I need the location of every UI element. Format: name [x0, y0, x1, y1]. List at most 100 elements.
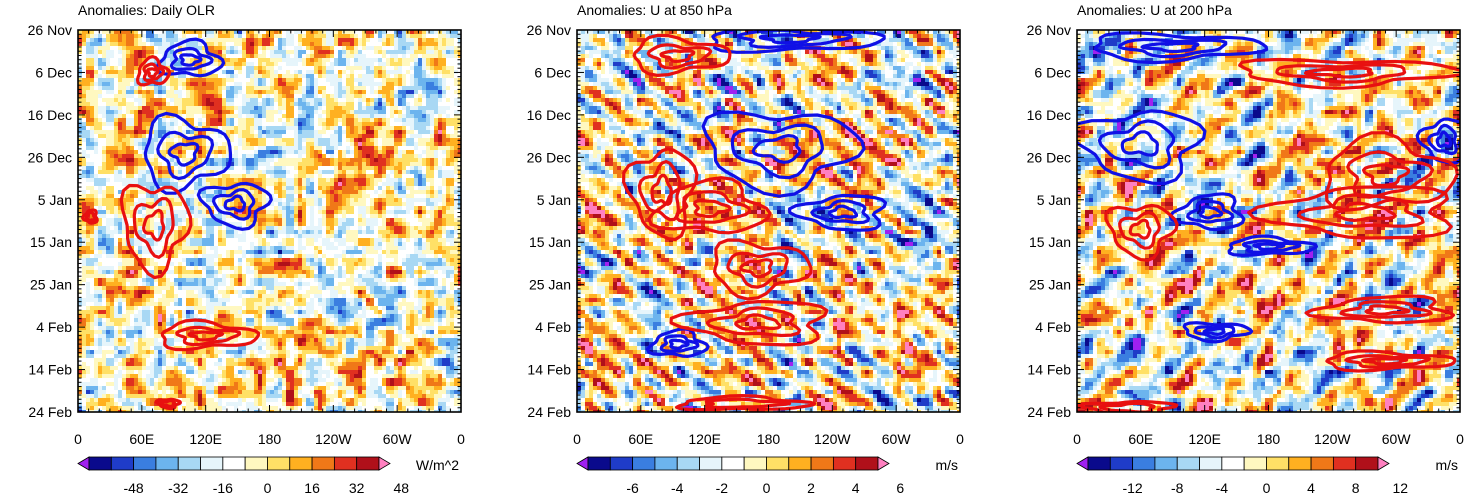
y-tick-label: 26 Nov: [1027, 22, 1071, 38]
y-tick-label: 24 Feb: [527, 404, 571, 420]
colorbar-box: [156, 457, 178, 470]
colorbar-box: [766, 457, 788, 470]
colorbar-box: [1289, 457, 1311, 470]
colorbar-box: [312, 457, 334, 470]
colorbar-label: -6: [626, 480, 639, 496]
panel-title: Anomalies: Daily OLR: [78, 2, 215, 18]
colorbar-box: [1244, 457, 1266, 470]
colorbar-box: [111, 457, 133, 470]
colorbar-box: [588, 457, 610, 470]
colorbar-box: [744, 457, 766, 470]
colorbar-label: -4: [1216, 480, 1229, 496]
colorbar-box: [290, 457, 312, 470]
y-tick-label: 26 Dec: [28, 149, 72, 165]
colorbar-box: [610, 457, 632, 470]
colorbar-box: [833, 457, 855, 470]
x-tick-label: 120E: [688, 431, 721, 447]
x-tick-label: 180: [258, 431, 282, 447]
colorbar-label: 0: [1263, 480, 1271, 496]
colorbar-box: [1110, 457, 1132, 470]
colorbar-box: [789, 457, 811, 470]
x-tick-label: 60E: [129, 431, 154, 447]
y-tick-label: 26 Nov: [527, 22, 571, 38]
y-tick-label: 15 Jan: [529, 234, 571, 250]
colorbar-box: [1133, 457, 1155, 470]
colorbar-label: -32: [168, 480, 188, 496]
colorbar-box: [1333, 457, 1355, 470]
colorbar-label: -12: [1122, 480, 1142, 496]
colorbar-units: m/s: [935, 457, 958, 473]
y-tick-label: 14 Feb: [28, 362, 72, 378]
y-tick-label: 6 Dec: [1034, 64, 1071, 80]
x-tick-label: 0: [457, 431, 465, 447]
colorbar-box: [655, 457, 677, 470]
colorbar-label: 48: [394, 480, 410, 496]
colorbar-box: [1088, 457, 1110, 470]
y-tick-label: 26 Dec: [1027, 149, 1071, 165]
colorbar-box: [856, 457, 878, 470]
colorbar-box: [1177, 457, 1199, 470]
colorbar-max-triangle: [1378, 457, 1389, 470]
colorbar-label: -16: [213, 480, 233, 496]
y-tick-label: 25 Jan: [529, 277, 571, 293]
y-tick-label: 16 Dec: [28, 107, 72, 123]
panel-title: Anomalies: U at 200 hPa: [1077, 2, 1232, 18]
shaded-anomaly-field: [577, 30, 962, 415]
colorbar-box: [633, 457, 655, 470]
x-tick-label: 60E: [628, 431, 653, 447]
y-tick-label: 5 Jan: [1037, 192, 1071, 208]
colorbar-box: [1266, 457, 1288, 470]
y-tick-label: 4 Feb: [1035, 319, 1071, 335]
y-tick-label: 24 Feb: [1027, 404, 1071, 420]
colorbar-box: [1356, 457, 1378, 470]
y-tick-label: 25 Jan: [30, 277, 72, 293]
x-tick-label: 180: [1257, 431, 1281, 447]
colorbar-min-triangle: [1077, 457, 1088, 470]
x-tick-label: 180: [757, 431, 781, 447]
x-tick-label: 120W: [814, 431, 851, 447]
x-tick-label: 60W: [882, 431, 912, 447]
colorbar-box: [1155, 457, 1177, 470]
colorbar-label: 0: [264, 480, 272, 496]
colorbar-box: [201, 457, 223, 470]
colorbar-label: 12: [1393, 480, 1409, 496]
colorbar-box: [700, 457, 722, 470]
colorbar-box: [357, 457, 379, 470]
colorbar-box: [677, 457, 699, 470]
colorbar-min-triangle: [577, 457, 588, 470]
y-tick-label: 26 Dec: [527, 149, 571, 165]
colorbar-box: [1311, 457, 1333, 470]
y-tick-label: 15 Jan: [1029, 234, 1071, 250]
colorbar-box: [178, 457, 200, 470]
y-tick-label: 6 Dec: [35, 64, 72, 80]
y-tick-label: 6 Dec: [534, 64, 571, 80]
colorbar-box: [134, 457, 156, 470]
colorbar-units: m/s: [1435, 457, 1458, 473]
colorbar-label: 4: [1307, 480, 1315, 496]
colorbar-box: [1200, 457, 1222, 470]
colorbar-label: 16: [304, 480, 320, 496]
y-tick-label: 5 Jan: [38, 192, 72, 208]
x-tick-label: 0: [1456, 431, 1464, 447]
colorbar-box: [223, 457, 245, 470]
y-tick-label: 4 Feb: [535, 319, 571, 335]
colorbar-box: [811, 457, 833, 470]
y-tick-label: 4 Feb: [36, 319, 72, 335]
colorbar-label: -48: [123, 480, 143, 496]
x-tick-label: 120W: [1314, 431, 1351, 447]
x-tick-label: 120E: [189, 431, 222, 447]
colorbar-box: [267, 457, 289, 470]
colorbar-units: W/m^2: [416, 457, 459, 473]
colorbar-max-triangle: [878, 457, 889, 470]
y-tick-label: 14 Feb: [527, 362, 571, 378]
x-tick-label: 60E: [1128, 431, 1153, 447]
y-tick-label: 16 Dec: [527, 107, 571, 123]
colorbar-label: -2: [716, 480, 729, 496]
x-tick-label: 0: [74, 431, 82, 447]
colorbar-label: 6: [896, 480, 904, 496]
